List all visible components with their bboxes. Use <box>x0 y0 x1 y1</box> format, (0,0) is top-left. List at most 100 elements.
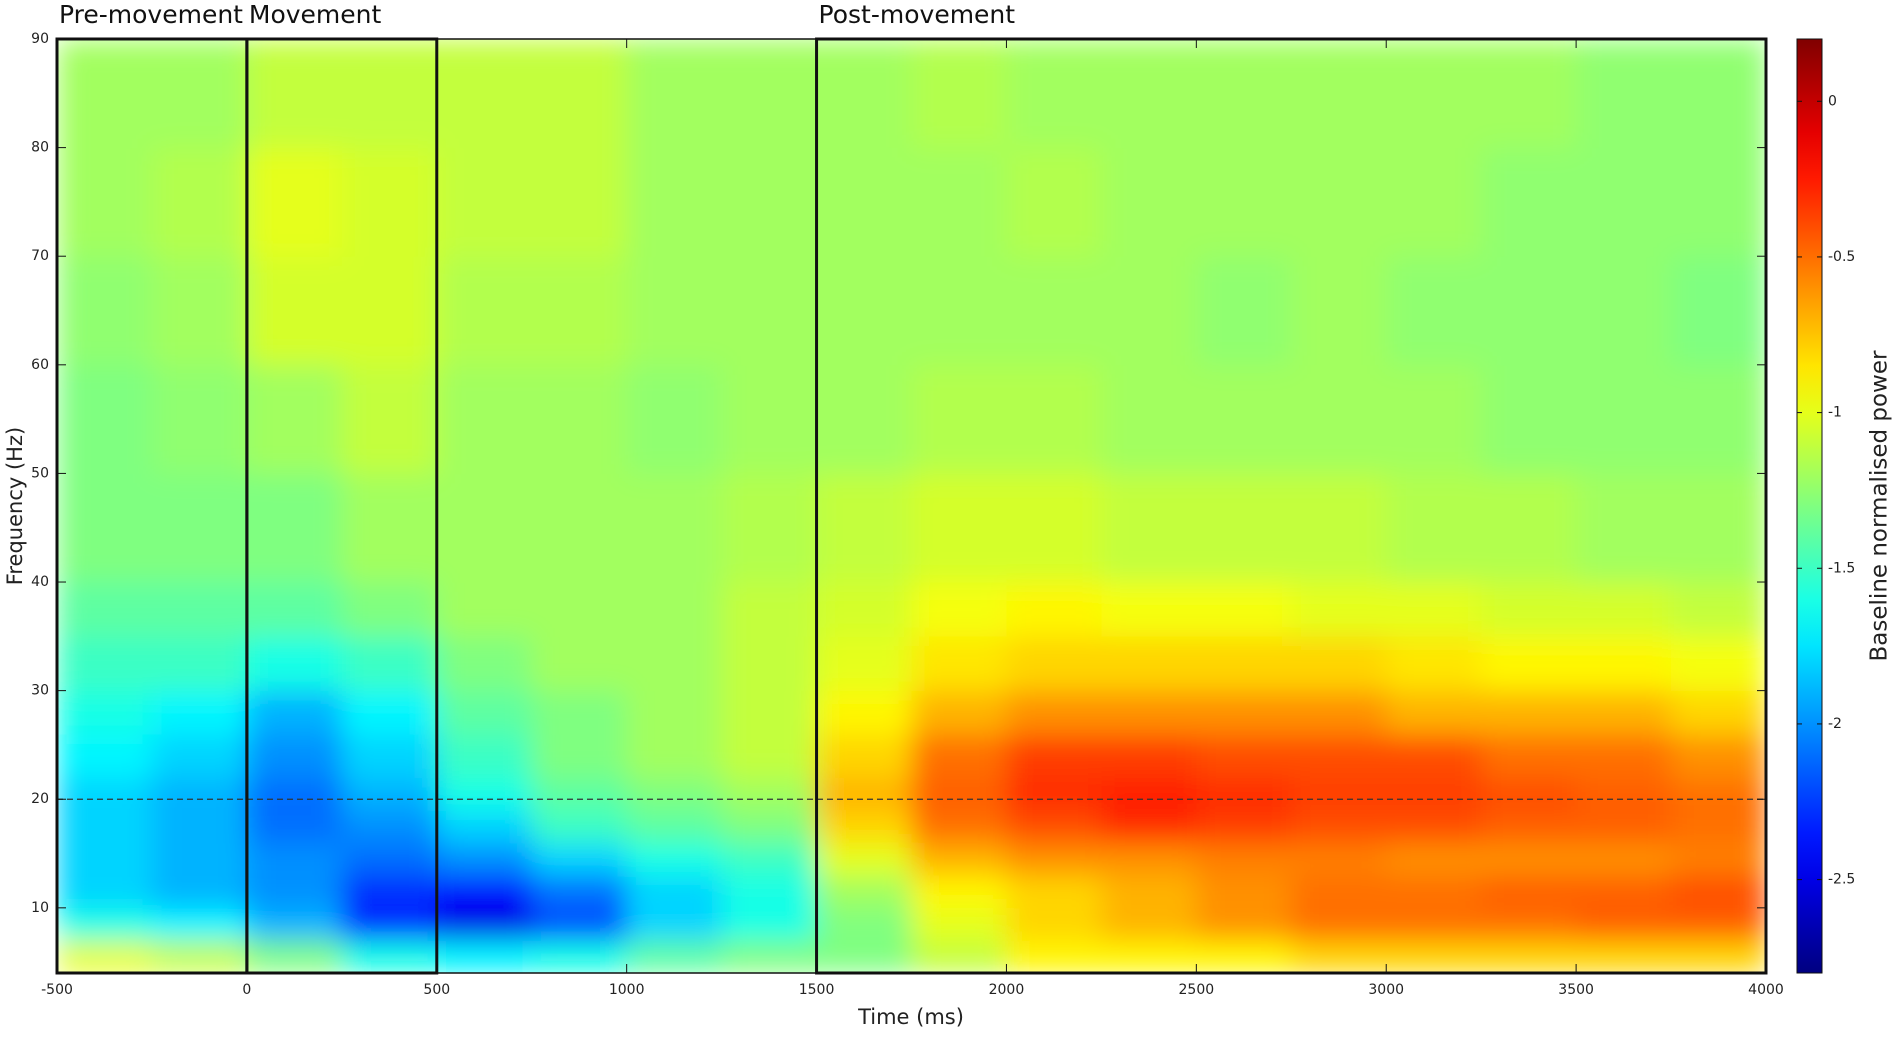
heat-cell <box>911 582 1007 637</box>
heat-cell <box>1576 940 1672 973</box>
heat-cell <box>57 147 153 257</box>
heat-cell <box>436 907 533 941</box>
heat-cell <box>1386 810 1482 844</box>
heat-cell <box>436 842 533 876</box>
heat-cell <box>911 364 1007 474</box>
heat-cell <box>1291 636 1387 692</box>
heat-cell <box>151 39 248 149</box>
heat-cell <box>1386 734 1482 779</box>
y-tick-label: 40 <box>31 574 49 590</box>
heat-cell <box>151 810 248 844</box>
heat-cell <box>57 690 153 735</box>
heat-cell <box>1576 473 1672 583</box>
heat-cell <box>1101 473 1197 583</box>
heat-cell <box>1291 734 1387 779</box>
heat-cell <box>1576 39 1672 149</box>
x-tick-label: -500 <box>41 982 73 998</box>
heat-cell <box>341 734 438 779</box>
x-tick-label: 4000 <box>1748 982 1784 998</box>
heat-cell <box>626 842 723 876</box>
y-tick-label: 10 <box>31 900 49 916</box>
heat-cell <box>1386 940 1482 973</box>
heat-cell <box>816 256 912 366</box>
heat-cell <box>246 810 343 844</box>
heat-cell <box>151 364 248 474</box>
heat-cell <box>57 364 153 474</box>
heat-cell <box>1196 907 1292 941</box>
heat-cell <box>721 734 818 779</box>
heat-cell <box>1671 473 1766 583</box>
heat-cell <box>1386 39 1482 149</box>
heat-cell <box>1671 256 1766 366</box>
heat-cell <box>1101 39 1197 149</box>
heat-cell <box>246 940 343 973</box>
heat-cell <box>531 39 628 149</box>
heat-cell <box>1671 734 1766 779</box>
heat-cell <box>1576 256 1672 366</box>
heat-cell <box>626 39 723 149</box>
heat-cell <box>151 734 248 779</box>
heat-cell <box>816 734 912 779</box>
heat-cell <box>436 582 533 637</box>
heat-cell <box>1291 582 1387 637</box>
heat-cell <box>721 842 818 876</box>
heat-cell <box>626 810 723 844</box>
heat-cell <box>1196 473 1292 583</box>
heat-cell <box>816 777 912 811</box>
heat-cell <box>1481 636 1577 692</box>
heat-cell <box>1576 582 1672 637</box>
heat-cell <box>1291 810 1387 844</box>
heat-cell <box>1481 875 1577 909</box>
heat-cell <box>1196 734 1292 779</box>
heat-cell <box>1101 940 1197 973</box>
heat-cell <box>341 256 438 366</box>
heat-cell <box>1386 364 1482 474</box>
heat-cell <box>531 582 628 637</box>
heat-cell <box>246 364 343 474</box>
heat-cell <box>531 875 628 909</box>
heat-cell <box>1101 734 1197 779</box>
heat-cell <box>911 842 1007 876</box>
heat-cell <box>1576 636 1672 692</box>
heat-cell <box>151 842 248 876</box>
heat-cell <box>151 473 248 583</box>
heat-cell <box>151 940 248 973</box>
heat-cell <box>911 690 1007 735</box>
colorbar-tick-label: -0.5 <box>1828 249 1855 265</box>
heat-cell <box>1671 582 1766 637</box>
heat-cell <box>816 582 912 637</box>
colorbar <box>1796 38 1823 974</box>
heat-cell <box>1196 582 1292 637</box>
region-label: Post-movement <box>819 0 1016 29</box>
heat-cell <box>1101 364 1197 474</box>
heat-cell <box>911 39 1007 149</box>
y-tick-label: 60 <box>31 357 49 373</box>
heat-cell <box>911 734 1007 779</box>
heat-cell <box>246 777 343 811</box>
heat-cell <box>1671 39 1766 149</box>
heat-cell <box>816 473 912 583</box>
heat-cell <box>531 690 628 735</box>
heat-cell <box>1291 39 1387 149</box>
heat-cell <box>816 842 912 876</box>
heat-cell <box>1291 473 1387 583</box>
x-tick-label: 3000 <box>1368 982 1404 998</box>
heat-cell <box>1006 907 1102 941</box>
heat-cell <box>1481 256 1577 366</box>
heat-cell <box>1576 690 1672 735</box>
heat-cell <box>1006 636 1102 692</box>
heat-cell <box>1576 734 1672 779</box>
heat-cell <box>626 256 723 366</box>
heat-cell <box>1671 364 1766 474</box>
heat-cell <box>1386 777 1482 811</box>
heat-cell <box>1006 777 1102 811</box>
heat-cell <box>816 636 912 692</box>
heat-cell <box>816 364 912 474</box>
heat-cell <box>1101 777 1197 811</box>
heat-cell <box>721 582 818 637</box>
heat-cell <box>246 256 343 366</box>
y-tick-label: 70 <box>31 248 49 264</box>
heat-cell <box>531 364 628 474</box>
heat-cell <box>531 940 628 973</box>
